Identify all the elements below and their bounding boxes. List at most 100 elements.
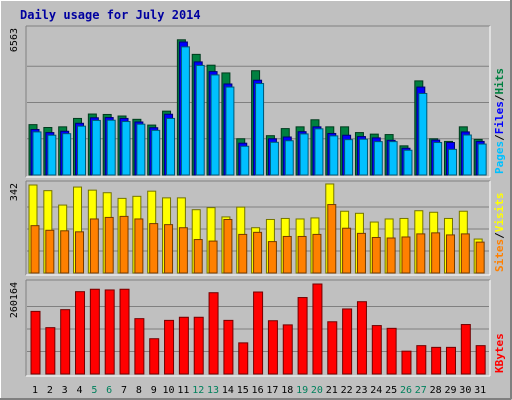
x-tick-label-5: 5 [91,385,97,396]
bar-pages-18 [284,140,294,176]
panels: 6563Pages/Files/Hits342Sites/Visits26016… [9,25,506,377]
x-tick-label-12: 12 [192,385,204,396]
bar-sites-31 [475,241,485,274]
x-tick-label-8: 8 [136,385,142,396]
x-tick-label-23: 23 [355,385,367,396]
x-tick-label-17: 17 [266,385,278,396]
bar-kbytes-23 [356,301,367,375]
legend-entry-hits: Hits [493,68,506,95]
x-tick-label-15: 15 [237,385,249,396]
bar-kbytes-28 [431,346,442,375]
bar-pages-8 [136,123,146,176]
bar-kbytes-10 [164,319,175,375]
bar-kbytes-11 [178,316,189,375]
bar-kbytes-16 [253,291,264,375]
bar-pages-21 [329,135,339,176]
bar-pages-11 [180,46,190,176]
bar-sites-9 [149,223,159,274]
bar-kbytes-4 [75,291,86,375]
x-tick-label-24: 24 [370,385,382,396]
x-tick-label-22: 22 [341,385,353,396]
bar-pages-25 [388,141,398,176]
legend-entry-pages: Pages [493,141,506,174]
x-tick-label-18: 18 [281,385,293,396]
bar-sites-5 [89,218,99,274]
bar-sites-28 [431,232,441,274]
bar-pages-15 [240,145,250,176]
legend-separator: / [493,94,506,101]
x-tick-label-7: 7 [121,385,127,396]
bar-pages-14 [225,86,235,176]
bar-pages-13 [210,74,220,176]
x-tick-label-28: 28 [430,385,442,396]
bar-kbytes-6 [104,289,115,375]
legend-separator: / [493,232,506,239]
bar-kbytes-18 [282,324,293,375]
bar-sites-25 [386,237,396,274]
x-tick-label-27: 27 [415,385,427,396]
bar-pages-22 [344,139,354,176]
x-tick-label-16: 16 [252,385,264,396]
x-tick-label-19: 19 [296,385,308,396]
legend-entry-files: Files [493,101,506,134]
x-tick-label-21: 21 [326,385,338,396]
x-tick-label-14: 14 [222,385,234,396]
x-tick-label-31: 31 [474,385,486,396]
bar-pages-19 [299,133,309,176]
bar-sites-11 [178,227,188,274]
x-tick-label-3: 3 [62,385,68,396]
x-tick-label-26: 26 [400,385,412,396]
bar-kbytes-30 [460,324,471,375]
bar-sites-24 [371,236,381,274]
bar-kbytes-9 [149,338,160,375]
bar-kbytes-29 [445,346,456,375]
bar-kbytes-21 [327,321,338,375]
bar-sites-14 [223,218,233,274]
bar-sites-3 [60,230,70,274]
bar-pages-31 [477,143,487,176]
x-tick-label-9: 9 [151,385,157,396]
legend-entry-sites: Sites [493,239,506,272]
bar-kbytes-3 [60,309,71,375]
bar-kbytes-17 [267,320,278,375]
bar-kbytes-26 [401,350,412,375]
legend-pages-files-hits: Pages/Files/Hits [493,68,506,174]
bar-pages-7 [121,121,131,176]
x-tick-label-29: 29 [444,385,456,396]
legend-visits-sites: Sites/Visits [493,193,506,273]
bar-sites-13 [208,240,218,274]
bar-pages-12 [195,64,205,176]
x-tick-label-30: 30 [459,385,471,396]
bar-kbytes-15 [238,342,249,375]
bar-sites-6 [104,216,114,274]
bar-sites-10 [164,224,174,274]
x-axis-tick-labels: 1 2 3 4 5 6 7 8 9 10 11 12 13 14 15 16 17 18 19 20 21 22 23 24 2… [32,385,486,396]
bar-pages-3 [62,133,72,176]
bar-sites-18 [282,235,292,274]
bar-sites-15 [238,233,248,274]
bar-kbytes-1 [30,310,41,375]
bar-kbytes-5 [89,288,100,375]
bar-pages-27 [418,92,428,176]
legend-entry-visits: Visits [493,193,506,233]
bar-pages-16 [255,83,265,176]
bar-sites-23 [356,232,366,274]
x-tick-label-25: 25 [385,385,397,396]
bar-pages-2 [47,134,57,176]
x-tick-label-6: 6 [106,385,112,396]
bar-pages-10 [166,117,176,176]
bar-pages-26 [403,149,413,176]
legend-separator: / [493,134,506,141]
bar-pages-20 [314,128,324,176]
bar-kbytes-24 [371,325,382,375]
bar-kbytes-19 [297,297,308,375]
legend-entry-kbytes: KBytes [493,333,506,373]
bar-kbytes-14 [223,319,234,375]
bar-pages-6 [106,119,116,176]
bar-pages-1 [32,131,42,176]
chart-title: Daily usage for July 2014 [20,8,201,22]
bar-pages-23 [358,138,368,176]
bar-sites-20 [312,233,322,274]
bar-kbytes-27 [416,345,427,375]
